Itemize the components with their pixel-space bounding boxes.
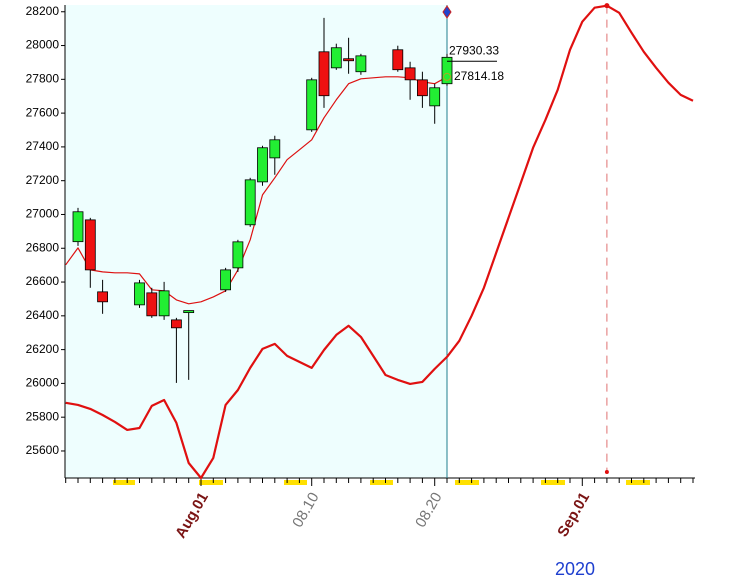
candle-body bbox=[97, 291, 108, 303]
y-tick-label: 27800 bbox=[26, 72, 60, 86]
x-tick-label: 08.10 bbox=[289, 489, 322, 530]
line-series bbox=[65, 4, 694, 480]
candle-body bbox=[330, 47, 342, 69]
peak-dot bbox=[604, 470, 609, 474]
weekend-marker bbox=[370, 480, 393, 485]
x-tick-label: Aug.01 bbox=[172, 489, 212, 541]
candle-body bbox=[441, 56, 453, 85]
y-tick-label: 27400 bbox=[26, 139, 60, 153]
weekend-marker bbox=[626, 480, 650, 485]
y-tick-label: 25800 bbox=[26, 409, 60, 423]
y-tick-label: 26400 bbox=[26, 308, 60, 322]
y-tick-label: 28000 bbox=[26, 38, 60, 52]
candle-body bbox=[170, 319, 182, 329]
history-background bbox=[65, 5, 447, 478]
year-label: 2020 bbox=[555, 559, 595, 579]
weekend-markers bbox=[113, 480, 650, 485]
weekend-marker bbox=[113, 480, 135, 485]
weekend-marker bbox=[199, 480, 223, 485]
y-tick-label: 26800 bbox=[26, 240, 60, 254]
y-tick-label: 27600 bbox=[26, 105, 60, 119]
candle-body bbox=[269, 139, 281, 159]
annotation-label: 27814.18 bbox=[454, 69, 504, 83]
weekend-marker bbox=[541, 480, 565, 485]
candle-body bbox=[355, 55, 367, 73]
y-tick-label: 26600 bbox=[26, 274, 60, 288]
y-tick-label: 26000 bbox=[26, 376, 60, 390]
candle-body bbox=[343, 58, 355, 62]
y-tick-label: 27000 bbox=[26, 207, 60, 221]
candle-body bbox=[306, 79, 318, 131]
current-day-marker bbox=[442, 5, 452, 19]
candle-body bbox=[244, 179, 256, 226]
candle-body bbox=[404, 67, 416, 81]
candle-body bbox=[183, 310, 195, 314]
candle-body bbox=[146, 292, 158, 317]
y-tick-label: 25600 bbox=[26, 443, 60, 457]
candle-body bbox=[72, 211, 84, 243]
candle-body bbox=[134, 282, 145, 306]
y-tick-label: 26200 bbox=[26, 342, 60, 356]
line-series bbox=[65, 76, 448, 305]
candle-body bbox=[257, 147, 268, 183]
weekend-marker bbox=[284, 480, 307, 485]
candle-body bbox=[429, 87, 441, 107]
candle-body bbox=[220, 269, 232, 291]
x-tick-label: Sep.01 bbox=[554, 489, 593, 539]
candle-body bbox=[416, 79, 428, 97]
y-tick-label: 28200 bbox=[26, 4, 60, 18]
peak-dot bbox=[604, 3, 610, 9]
y-tick-label: 27200 bbox=[26, 173, 60, 187]
annotation-label: 27930.33 bbox=[449, 43, 499, 57]
candle-body bbox=[392, 49, 404, 71]
weekend-marker bbox=[455, 480, 479, 485]
candle-body bbox=[318, 51, 330, 97]
candle-body bbox=[84, 219, 96, 271]
candle-body bbox=[158, 290, 170, 317]
annotation-marker bbox=[443, 72, 451, 81]
x-tick-label: 08.20 bbox=[412, 489, 445, 530]
candle-body bbox=[232, 241, 244, 269]
